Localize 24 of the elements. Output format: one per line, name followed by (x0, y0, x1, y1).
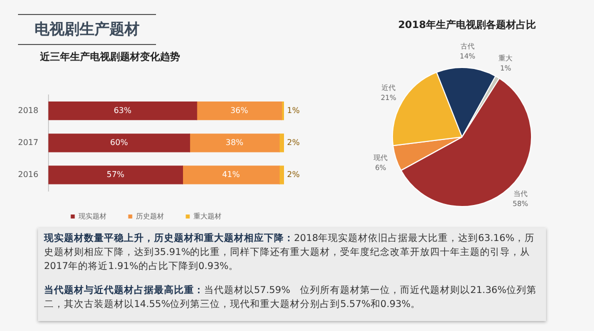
chart-title: 2018年生产电视剧各题材占比 (397, 18, 537, 32)
data-label: 2% (287, 138, 300, 147)
text: 现实题材数量平稳上升，历史题材和重大题材相应下降： (44, 233, 294, 244)
bar (278, 166, 284, 184)
y-tick-label: 2016 (18, 170, 38, 180)
bar (48, 102, 198, 120)
data-label: 38% (226, 138, 244, 147)
data-label: 36% (230, 106, 249, 115)
bar (189, 134, 280, 152)
bar (48, 134, 190, 152)
data-label: 60% (110, 138, 128, 147)
bar (182, 166, 280, 184)
data-label: 1% (287, 106, 300, 115)
bar (196, 102, 282, 120)
data-label: 63% (114, 106, 132, 115)
y-tick-label: 2017 (18, 138, 38, 147)
data-label: 57% (106, 170, 125, 180)
text: 当代题材与近代题材占据最高比重： (44, 285, 204, 296)
data-label: 41% (222, 170, 240, 180)
chart-title: 电视剧生产题材 (18, 14, 156, 45)
data-label: 2% (287, 170, 300, 180)
chart-subtitle: 近三年生产电视剧题材变化趋势 (40, 50, 180, 64)
bar (48, 166, 184, 184)
y-tick-label: 2018 (18, 106, 38, 115)
